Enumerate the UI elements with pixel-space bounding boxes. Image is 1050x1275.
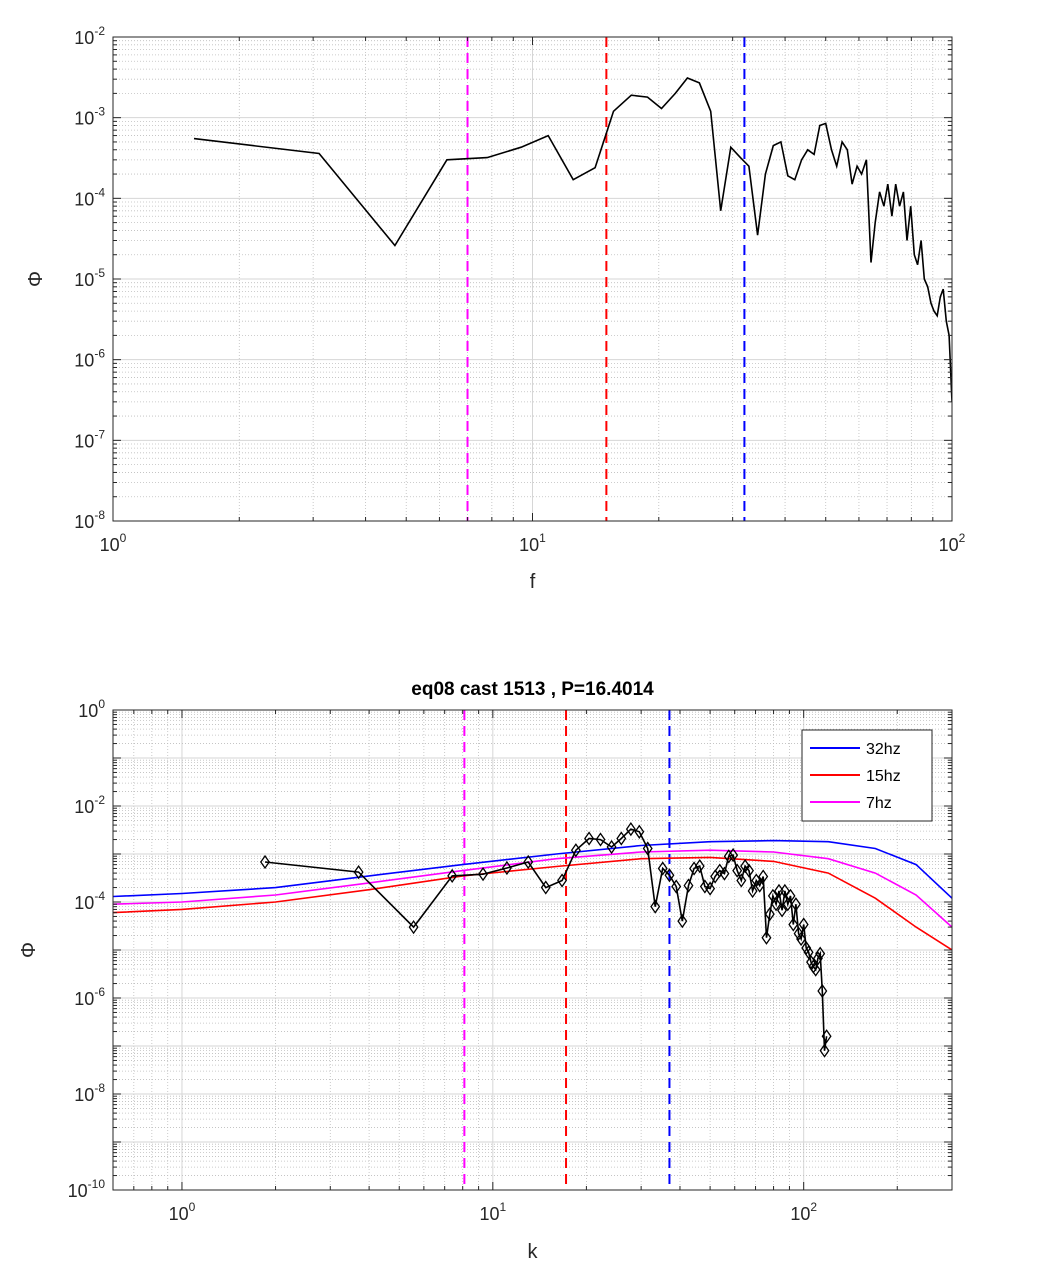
legend-label-32hz: 32hz bbox=[866, 741, 901, 758]
diamond-marker bbox=[793, 926, 804, 941]
diamond-marker bbox=[634, 824, 645, 839]
diamond-marker bbox=[699, 879, 710, 894]
y-tick-label: 10-6 bbox=[74, 347, 105, 371]
x-axis-title: f bbox=[530, 571, 536, 593]
diamond-marker bbox=[732, 863, 743, 878]
diamond-marker bbox=[736, 873, 747, 888]
diamond-marker bbox=[790, 897, 801, 912]
legend: 32hz 15hz 7hz bbox=[801, 729, 933, 822]
y-tick-label: 10-2 bbox=[74, 24, 105, 48]
tick-marks bbox=[112, 36, 953, 522]
diamond-marker bbox=[595, 832, 606, 847]
series-32hz-line bbox=[113, 839, 952, 899]
diamond-marker bbox=[677, 913, 688, 929]
diamond-marker bbox=[353, 864, 364, 880]
diamond-marker bbox=[728, 847, 739, 863]
y-tick-label: 10-5 bbox=[74, 266, 105, 290]
diamond-marker bbox=[796, 931, 807, 947]
x-tick-label: 100 bbox=[169, 1200, 196, 1224]
y-tick-label: 10-10 bbox=[68, 1177, 106, 1201]
measured-spectrum-line bbox=[264, 828, 828, 1051]
y-tick-label: 10-8 bbox=[74, 508, 105, 532]
diamond-marker bbox=[754, 878, 765, 893]
x-tick-label: 102 bbox=[790, 1200, 817, 1224]
diamond-marker bbox=[785, 888, 796, 904]
diamond-marker bbox=[788, 917, 799, 932]
x-axis-title: k bbox=[528, 1241, 539, 1263]
diamond-marker bbox=[625, 821, 636, 837]
diamond-marker bbox=[523, 854, 534, 870]
diamond-marker bbox=[694, 858, 705, 874]
diamond-marker bbox=[570, 843, 581, 858]
x-tick-label: 100 bbox=[100, 531, 127, 555]
x-tick-label: 101 bbox=[519, 531, 546, 555]
diamond-marker bbox=[689, 861, 700, 876]
diamond-marker bbox=[683, 878, 694, 893]
y-tick-label: 10-7 bbox=[74, 427, 105, 451]
diamond-marker bbox=[501, 860, 512, 876]
diamond-marker bbox=[815, 946, 826, 961]
data-area bbox=[113, 710, 952, 1190]
diamond-marker bbox=[606, 839, 617, 855]
diamond-marker bbox=[744, 863, 755, 878]
diamond-marker bbox=[747, 883, 758, 899]
diamond-marker bbox=[817, 983, 828, 999]
tick-marks bbox=[112, 709, 953, 1191]
diamond-marker bbox=[771, 897, 782, 912]
top-spectrum-plot: 100 101 102 10-8 10-7 10-6 10-5 10-4 10-3 10-2 f Φ bbox=[25, 24, 966, 593]
diamond-marker bbox=[819, 1043, 830, 1058]
diamond-marker bbox=[584, 831, 595, 846]
legend-label-7hz: 7hz bbox=[866, 795, 892, 812]
diamond-marker bbox=[671, 879, 682, 894]
series-15hz-line bbox=[113, 856, 952, 951]
diamond-marker bbox=[260, 854, 271, 870]
diamond-marker bbox=[806, 954, 817, 970]
diamond-marker bbox=[779, 883, 790, 899]
y-axis-title: Φ bbox=[18, 942, 40, 958]
diamond-marker bbox=[719, 866, 730, 881]
diamond-marker bbox=[705, 881, 716, 896]
y-tick-label: 100 bbox=[78, 697, 105, 721]
diamond-marker bbox=[821, 1029, 832, 1044]
diamond-marker bbox=[723, 849, 734, 864]
diamond-marker bbox=[447, 868, 458, 884]
diamond-marker bbox=[478, 867, 489, 882]
diamond-marker bbox=[642, 841, 653, 856]
y-tick-label: 10-8 bbox=[74, 1081, 105, 1105]
x-tick-label: 102 bbox=[939, 531, 966, 555]
y-tick-label: 10-4 bbox=[74, 185, 105, 209]
diamond-marker bbox=[714, 863, 725, 878]
y-tick-label: 10-4 bbox=[74, 889, 105, 913]
y-tick-label: 10-6 bbox=[74, 985, 105, 1009]
diamond-marker bbox=[650, 899, 661, 914]
y-axis-title: Φ bbox=[25, 271, 47, 287]
diamond-marker bbox=[812, 951, 823, 966]
diamond-marker bbox=[664, 868, 675, 883]
diamond-marker bbox=[557, 873, 568, 888]
diamond-marker bbox=[777, 903, 788, 918]
diamond-marker bbox=[657, 861, 668, 876]
diamond-marker bbox=[798, 917, 809, 932]
series-7hz-line bbox=[113, 849, 952, 928]
diamond-marker bbox=[803, 945, 814, 960]
x-tick-label: 101 bbox=[479, 1200, 506, 1224]
diamond-marker bbox=[408, 919, 419, 935]
diamond-marker bbox=[540, 880, 551, 895]
measured-spectrum-line bbox=[193, 77, 952, 402]
data-area bbox=[193, 37, 952, 521]
diamond-marker bbox=[616, 831, 627, 846]
bottom-spectrum-plot: 100 101 102 10-10 10-8 10-6 10-4 10-2 100 k Φeq08 … bbox=[18, 679, 953, 1263]
diamond-marker bbox=[761, 930, 772, 945]
y-tick-label: 10-2 bbox=[74, 793, 105, 817]
diamond-marker bbox=[758, 869, 769, 884]
diamond-marker bbox=[764, 906, 775, 922]
y-tick-label: 10-3 bbox=[74, 105, 105, 129]
legend-label-15hz: 15hz bbox=[866, 768, 901, 785]
plot-title: eq08 cast 1513 , P=16.4014 bbox=[411, 679, 654, 700]
diamond-marker bbox=[810, 962, 821, 977]
